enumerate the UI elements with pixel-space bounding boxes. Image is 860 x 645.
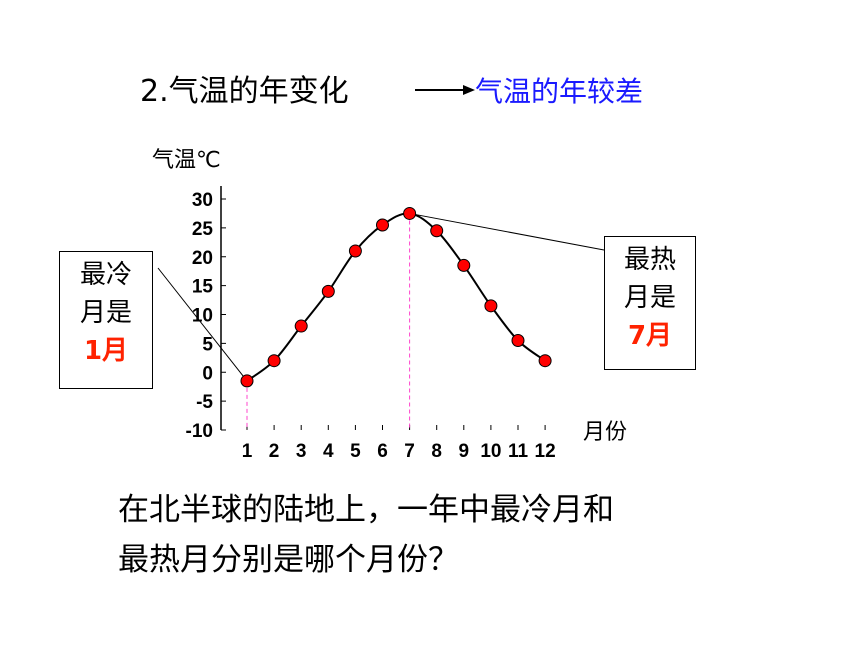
y-tick-label: 20 [192,248,213,269]
coldest-month-value: 1月 [83,336,129,366]
x-tick-label: 8 [431,441,442,462]
hottest-month-value: 7月 [627,321,673,351]
callout-text: 最热 [623,245,676,275]
question-line: 最热月分别是哪个月份？ [118,542,459,578]
page-subtitle: 气温的年较差 [475,75,644,108]
data-point [240,374,254,388]
data-point [511,333,525,347]
callout-text: 月是 [623,283,676,313]
x-tick-label: 9 [459,441,470,462]
x-tick-label: 7 [404,441,415,462]
x-tick-label: 5 [350,441,361,462]
data-point [267,354,281,368]
hottest-leader-line [409,212,605,251]
question-text: 在北半球的陆地上，一年中最冷月和 最热月分别是哪个月份？ [118,485,614,585]
y-tick-label: 5 [202,334,213,355]
arrow-icon [415,85,475,95]
question-line: 在北半球的陆地上，一年中最冷月和 [118,492,614,528]
y-tick-label: -5 [196,392,213,413]
x-tick-label: 3 [296,441,307,462]
coldest-month-callout: 最冷 月是 1月 [59,251,153,389]
x-tick-label: 2 [269,441,280,462]
data-point [294,319,308,333]
hottest-month-callout: 最热 月是 7月 [604,236,696,370]
y-tick-label: 25 [192,219,214,240]
data-point [457,258,471,272]
data-point [538,354,552,368]
data-point [484,299,498,313]
y-tick-label: 30 [192,190,213,211]
y-tick-label: 0 [202,363,213,384]
x-tick-label: 12 [535,441,556,462]
data-point [348,244,362,258]
callout-text: 月是 [79,298,132,328]
x-tick-label: 6 [377,441,388,462]
x-tick-label: 10 [480,441,501,462]
y-tick-label: 10 [192,306,213,327]
callout-text: 最冷 [79,260,132,290]
y-tick-label: -10 [186,421,213,442]
data-point [403,206,417,220]
x-tick-label: 11 [508,441,529,462]
data-point [321,284,335,298]
coldest-leader-line [157,267,248,382]
data-point [430,224,444,238]
x-tick-label: 4 [323,441,334,462]
x-axis-label: 月份 [583,420,628,445]
x-tick-label: 1 [242,441,253,462]
y-axis-label: 气温℃ [152,148,221,173]
page-title: 2.气温的年变化 [140,74,349,109]
temperature-series-line [246,212,546,382]
data-point [376,218,389,232]
y-tick-label: 15 [192,277,214,298]
